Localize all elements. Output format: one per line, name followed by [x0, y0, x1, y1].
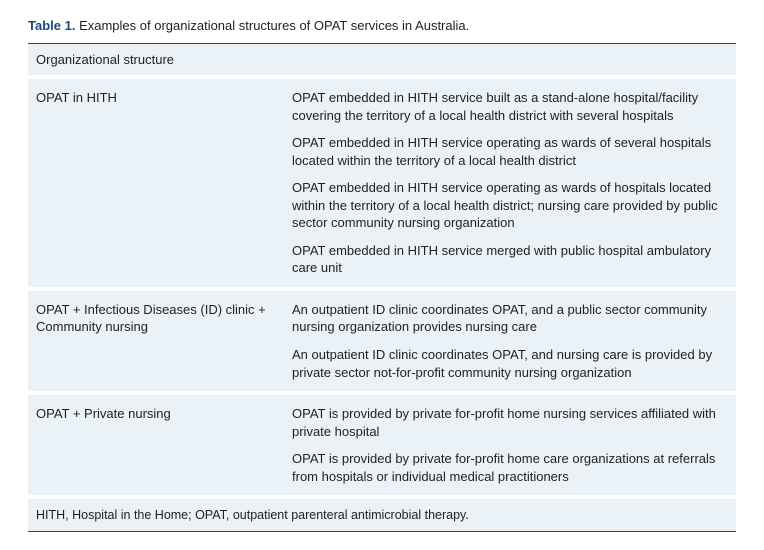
- description-item: OPAT is provided by private for-profit h…: [292, 405, 724, 440]
- table-row: OPAT + Infectious Diseases (ID) clinic +…: [28, 287, 736, 391]
- table-header: Organizational structure: [28, 44, 736, 75]
- description-item: OPAT embedded in HITH service merged wit…: [292, 242, 724, 277]
- table-container: Table 1. Examples of organizational stru…: [0, 0, 764, 550]
- table-title: Table 1. Examples of organizational stru…: [28, 18, 736, 33]
- description-item: OPAT embedded in HITH service operating …: [292, 179, 724, 232]
- row-label: OPAT + Infectious Diseases (ID) clinic +…: [28, 291, 288, 391]
- table-row: OPAT in HITH OPAT embedded in HITH servi…: [28, 75, 736, 287]
- table-number: Table 1.: [28, 18, 75, 33]
- description-item: An outpatient ID clinic coordinates OPAT…: [292, 346, 724, 381]
- header-label: Organizational structure: [36, 52, 174, 67]
- footnote-text: HITH, Hospital in the Home; OPAT, outpat…: [36, 508, 469, 522]
- description-item: OPAT is provided by private for-profit h…: [292, 450, 724, 485]
- table-caption: Examples of organizational structures of…: [75, 18, 469, 33]
- row-label: OPAT + Private nursing: [28, 395, 288, 495]
- row-label: OPAT in HITH: [28, 79, 288, 287]
- description-item: OPAT embedded in HITH service operating …: [292, 134, 724, 169]
- row-descriptions: OPAT embedded in HITH service built as a…: [288, 79, 736, 287]
- row-descriptions: An outpatient ID clinic coordinates OPAT…: [288, 291, 736, 391]
- table-body: OPAT in HITH OPAT embedded in HITH servi…: [28, 75, 736, 531]
- rule-bottom: [28, 531, 736, 532]
- description-item: OPAT embedded in HITH service built as a…: [292, 89, 724, 124]
- row-descriptions: OPAT is provided by private for-profit h…: [288, 395, 736, 495]
- table-row: OPAT + Private nursing OPAT is provided …: [28, 391, 736, 495]
- description-item: An outpatient ID clinic coordinates OPAT…: [292, 301, 724, 336]
